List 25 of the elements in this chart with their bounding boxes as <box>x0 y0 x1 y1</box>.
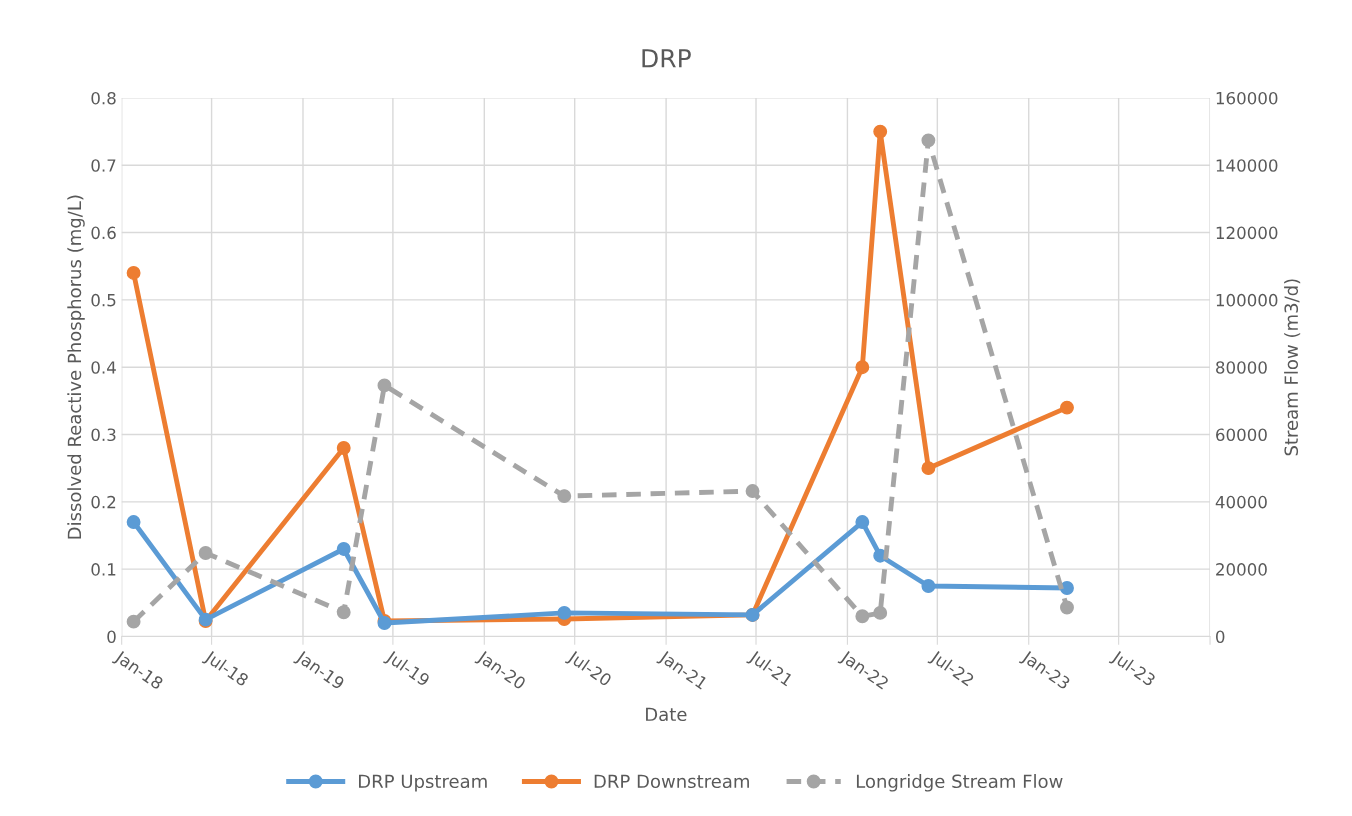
legend-label: DRP Downstream <box>594 774 749 789</box>
y2-tick-label: 60000 <box>1216 428 1267 442</box>
y2-tick-label: 120000 <box>1216 226 1278 240</box>
y2-tick-label: 80000 <box>1216 361 1267 374</box>
y-tick-label: 0.3 <box>91 428 116 442</box>
y-tick-label: 0.2 <box>91 495 116 509</box>
y2-axis-title: Stream Flow (m3/d) <box>1284 279 1301 456</box>
y-tick-label: 0.1 <box>91 563 116 576</box>
legend-label: Longridge Stream Flow <box>856 774 1063 792</box>
y-axis-title: Dissolved Reactive Phosphorus (mg/L) <box>67 195 85 539</box>
chart-title: DRP <box>642 49 691 68</box>
y-tick-label: 0.7 <box>91 159 116 172</box>
y-tick-label: 0.4 <box>91 361 116 374</box>
x-axis-title: Date <box>646 707 687 722</box>
y-tick-label: 0.5 <box>91 293 116 307</box>
y-tick-label: 0.8 <box>91 91 116 105</box>
y2-tick-label: 100000 <box>1216 293 1278 307</box>
y2-tick-label: 160000 <box>1216 91 1278 105</box>
y-tick-label: 0.6 <box>91 226 116 240</box>
y-tick-label: 0 <box>107 630 116 644</box>
y2-tick-label: 0 <box>1216 630 1225 644</box>
y2-tick-label: 40000 <box>1215 495 1267 509</box>
y2-tick-label: 140000 <box>1216 159 1278 172</box>
legend-label: DRP Upstream <box>359 774 487 792</box>
y2-tick-label: 20000 <box>1216 563 1267 576</box>
